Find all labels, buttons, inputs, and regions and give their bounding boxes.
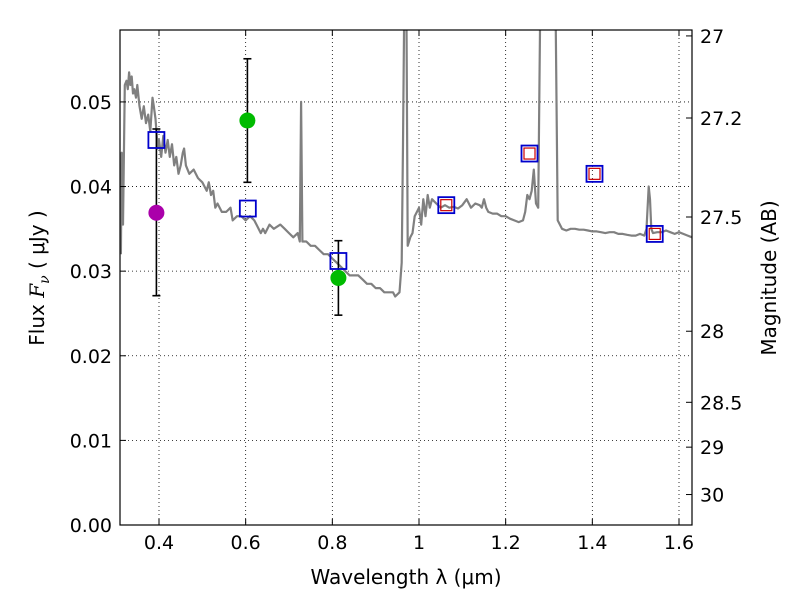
x-tick-label: 1.4 <box>577 532 607 554</box>
x-tick-label: 0.4 <box>144 532 174 554</box>
data-markers <box>147 112 664 286</box>
model-photometry-marker <box>585 164 604 183</box>
y2-tick-label: 30 <box>700 485 724 507</box>
model-photometry-marker <box>238 199 257 218</box>
model-photometry-marker <box>520 144 539 163</box>
observed-nir-marker <box>588 167 601 180</box>
observed-optical-marker <box>239 112 256 129</box>
observed-nir-marker <box>648 227 661 241</box>
observed-optical-marker <box>330 269 347 286</box>
model-spectrum-line <box>120 30 692 298</box>
y-tick-label: 0.01 <box>70 430 112 452</box>
y2-tick-label: 29 <box>700 437 724 459</box>
model-photometry-marker <box>645 225 664 243</box>
axis-ticks: 0.4 0.6 0.8 1 1.2 1.4 1.6 0.00 0.01 0.02 0.03 0.04 0… <box>70 26 743 554</box>
x-tick-label: 1 <box>413 532 425 554</box>
y-tick-label: 0.04 <box>70 177 112 199</box>
y-tick-label: 0.00 <box>70 515 112 537</box>
x-tick-label: 1.2 <box>491 532 521 554</box>
plot-frame <box>119 29 693 526</box>
y2-axis-label: Magnitude (AB) <box>757 200 781 355</box>
y2-tick-label: 27 <box>700 26 724 48</box>
y-tick-label: 0.02 <box>70 346 112 368</box>
x-axis-label: Wavelength λ (μm) <box>310 565 501 589</box>
y-axis-label: Flux Fν ( μJy ) <box>25 210 53 345</box>
model-photometry-marker <box>147 131 166 149</box>
y-tick-label: 0.05 <box>70 92 112 114</box>
x-tick-label: 1.6 <box>664 532 694 554</box>
observed-nir-marker <box>440 199 453 212</box>
model-spectrum-group <box>120 30 692 298</box>
error-bars <box>152 57 343 316</box>
model-photometry-marker <box>437 196 456 215</box>
y2-tick-label: 27.2 <box>700 108 742 130</box>
model-photometry-marker <box>329 252 348 270</box>
observed-uv-marker <box>148 204 165 221</box>
y-tick-label: 0.03 <box>70 261 112 283</box>
observed-nir-marker <box>523 147 536 160</box>
x-tick-label: 0.8 <box>317 532 347 554</box>
y2-tick-label: 28.5 <box>700 392 742 414</box>
x-tick-label: 0.6 <box>231 532 261 554</box>
y2-tick-label: 27.5 <box>700 207 742 229</box>
y2-tick-label: 28 <box>700 321 724 343</box>
